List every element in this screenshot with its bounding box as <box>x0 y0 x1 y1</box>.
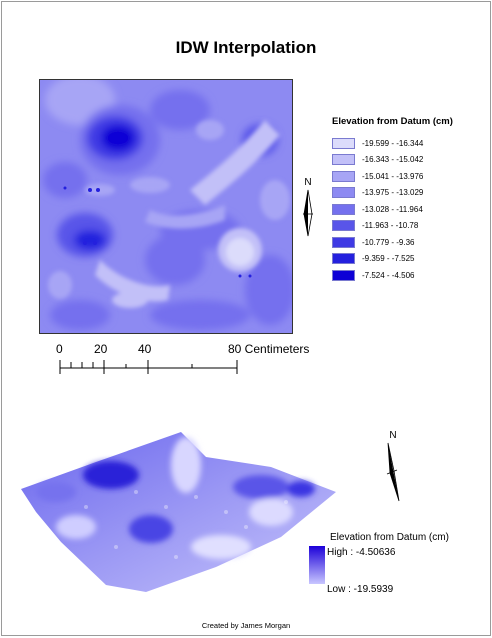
legend-row: -11.963 - -10.78 <box>332 218 453 235</box>
surface-legend-title: Elevation from Datum (cm) <box>330 532 449 543</box>
idw-raster-surface <box>40 80 292 333</box>
elevation-legend: Elevation from Datum (cm) -19.599 - -16.… <box>332 116 453 284</box>
scale-label-80: 80 Centimeters <box>228 342 310 356</box>
author-credit: Created by James Morgan <box>201 621 291 630</box>
scale-label-40: 40 <box>138 342 152 356</box>
legend-label: -13.975 - -13.029 <box>362 188 424 198</box>
legend-label: -10.779 - -9.36 <box>362 237 415 247</box>
legend-row: -16.343 - -15.042 <box>332 152 453 169</box>
legend-label: -9.359 - -7.525 <box>362 254 415 264</box>
map-title: IDW Interpolation <box>175 38 317 57</box>
legend-row: -13.975 - -13.029 <box>332 185 453 202</box>
legend-swatch <box>332 220 355 232</box>
legend-label: -15.041 - -13.976 <box>362 171 424 181</box>
legend-swatch <box>332 236 355 248</box>
north-arrow-icon <box>303 189 313 237</box>
idw-raster-map <box>39 79 293 334</box>
scale-label-0: 0 <box>56 342 63 356</box>
legend-label: -16.343 - -15.042 <box>362 155 424 165</box>
north-arrow-label: N <box>304 177 312 188</box>
legend-swatch <box>332 187 355 199</box>
legend-swatch <box>332 269 355 281</box>
legend-swatch <box>332 170 355 182</box>
scale-label-20: 20 <box>94 342 108 356</box>
legend-swatch <box>332 137 355 149</box>
legend-row: -10.779 - -9.36 <box>332 234 453 251</box>
legend-row: -13.028 - -11.964 <box>332 201 453 218</box>
legend-row: -19.599 - -16.344 <box>332 135 453 152</box>
north-arrow: N <box>300 177 316 243</box>
legend-swatch <box>332 253 355 265</box>
north-arrow-3d: N <box>380 430 406 508</box>
low-value-label: Low : -19.5939 <box>327 584 394 595</box>
legend-label: -7.524 - -4.506 <box>362 270 415 280</box>
legend-label: -19.599 - -16.344 <box>362 138 424 148</box>
surface-3d-graphic <box>21 432 336 592</box>
scale-bar: 0 20 40 80 Centimeters <box>52 340 332 376</box>
surface-3d-view <box>16 417 351 602</box>
elevation-legend-title: Elevation from Datum (cm) <box>332 116 453 127</box>
legend-swatch <box>332 154 355 166</box>
legend-label: -11.963 - -10.78 <box>362 221 419 231</box>
legend-label: -13.028 - -11.964 <box>362 204 423 214</box>
high-value-label: High : -4.50636 <box>327 547 396 558</box>
north-arrow-3d-label: N <box>389 430 397 441</box>
legend-swatch <box>332 203 355 215</box>
scale-bar-graphic <box>59 360 238 374</box>
legend-row: -9.359 - -7.525 <box>332 251 453 268</box>
legend-row: -15.041 - -13.976 <box>332 168 453 185</box>
north-arrow-3d-icon <box>386 442 400 502</box>
color-ramp <box>309 546 325 584</box>
legend-row: -7.524 - -4.506 <box>332 267 453 284</box>
